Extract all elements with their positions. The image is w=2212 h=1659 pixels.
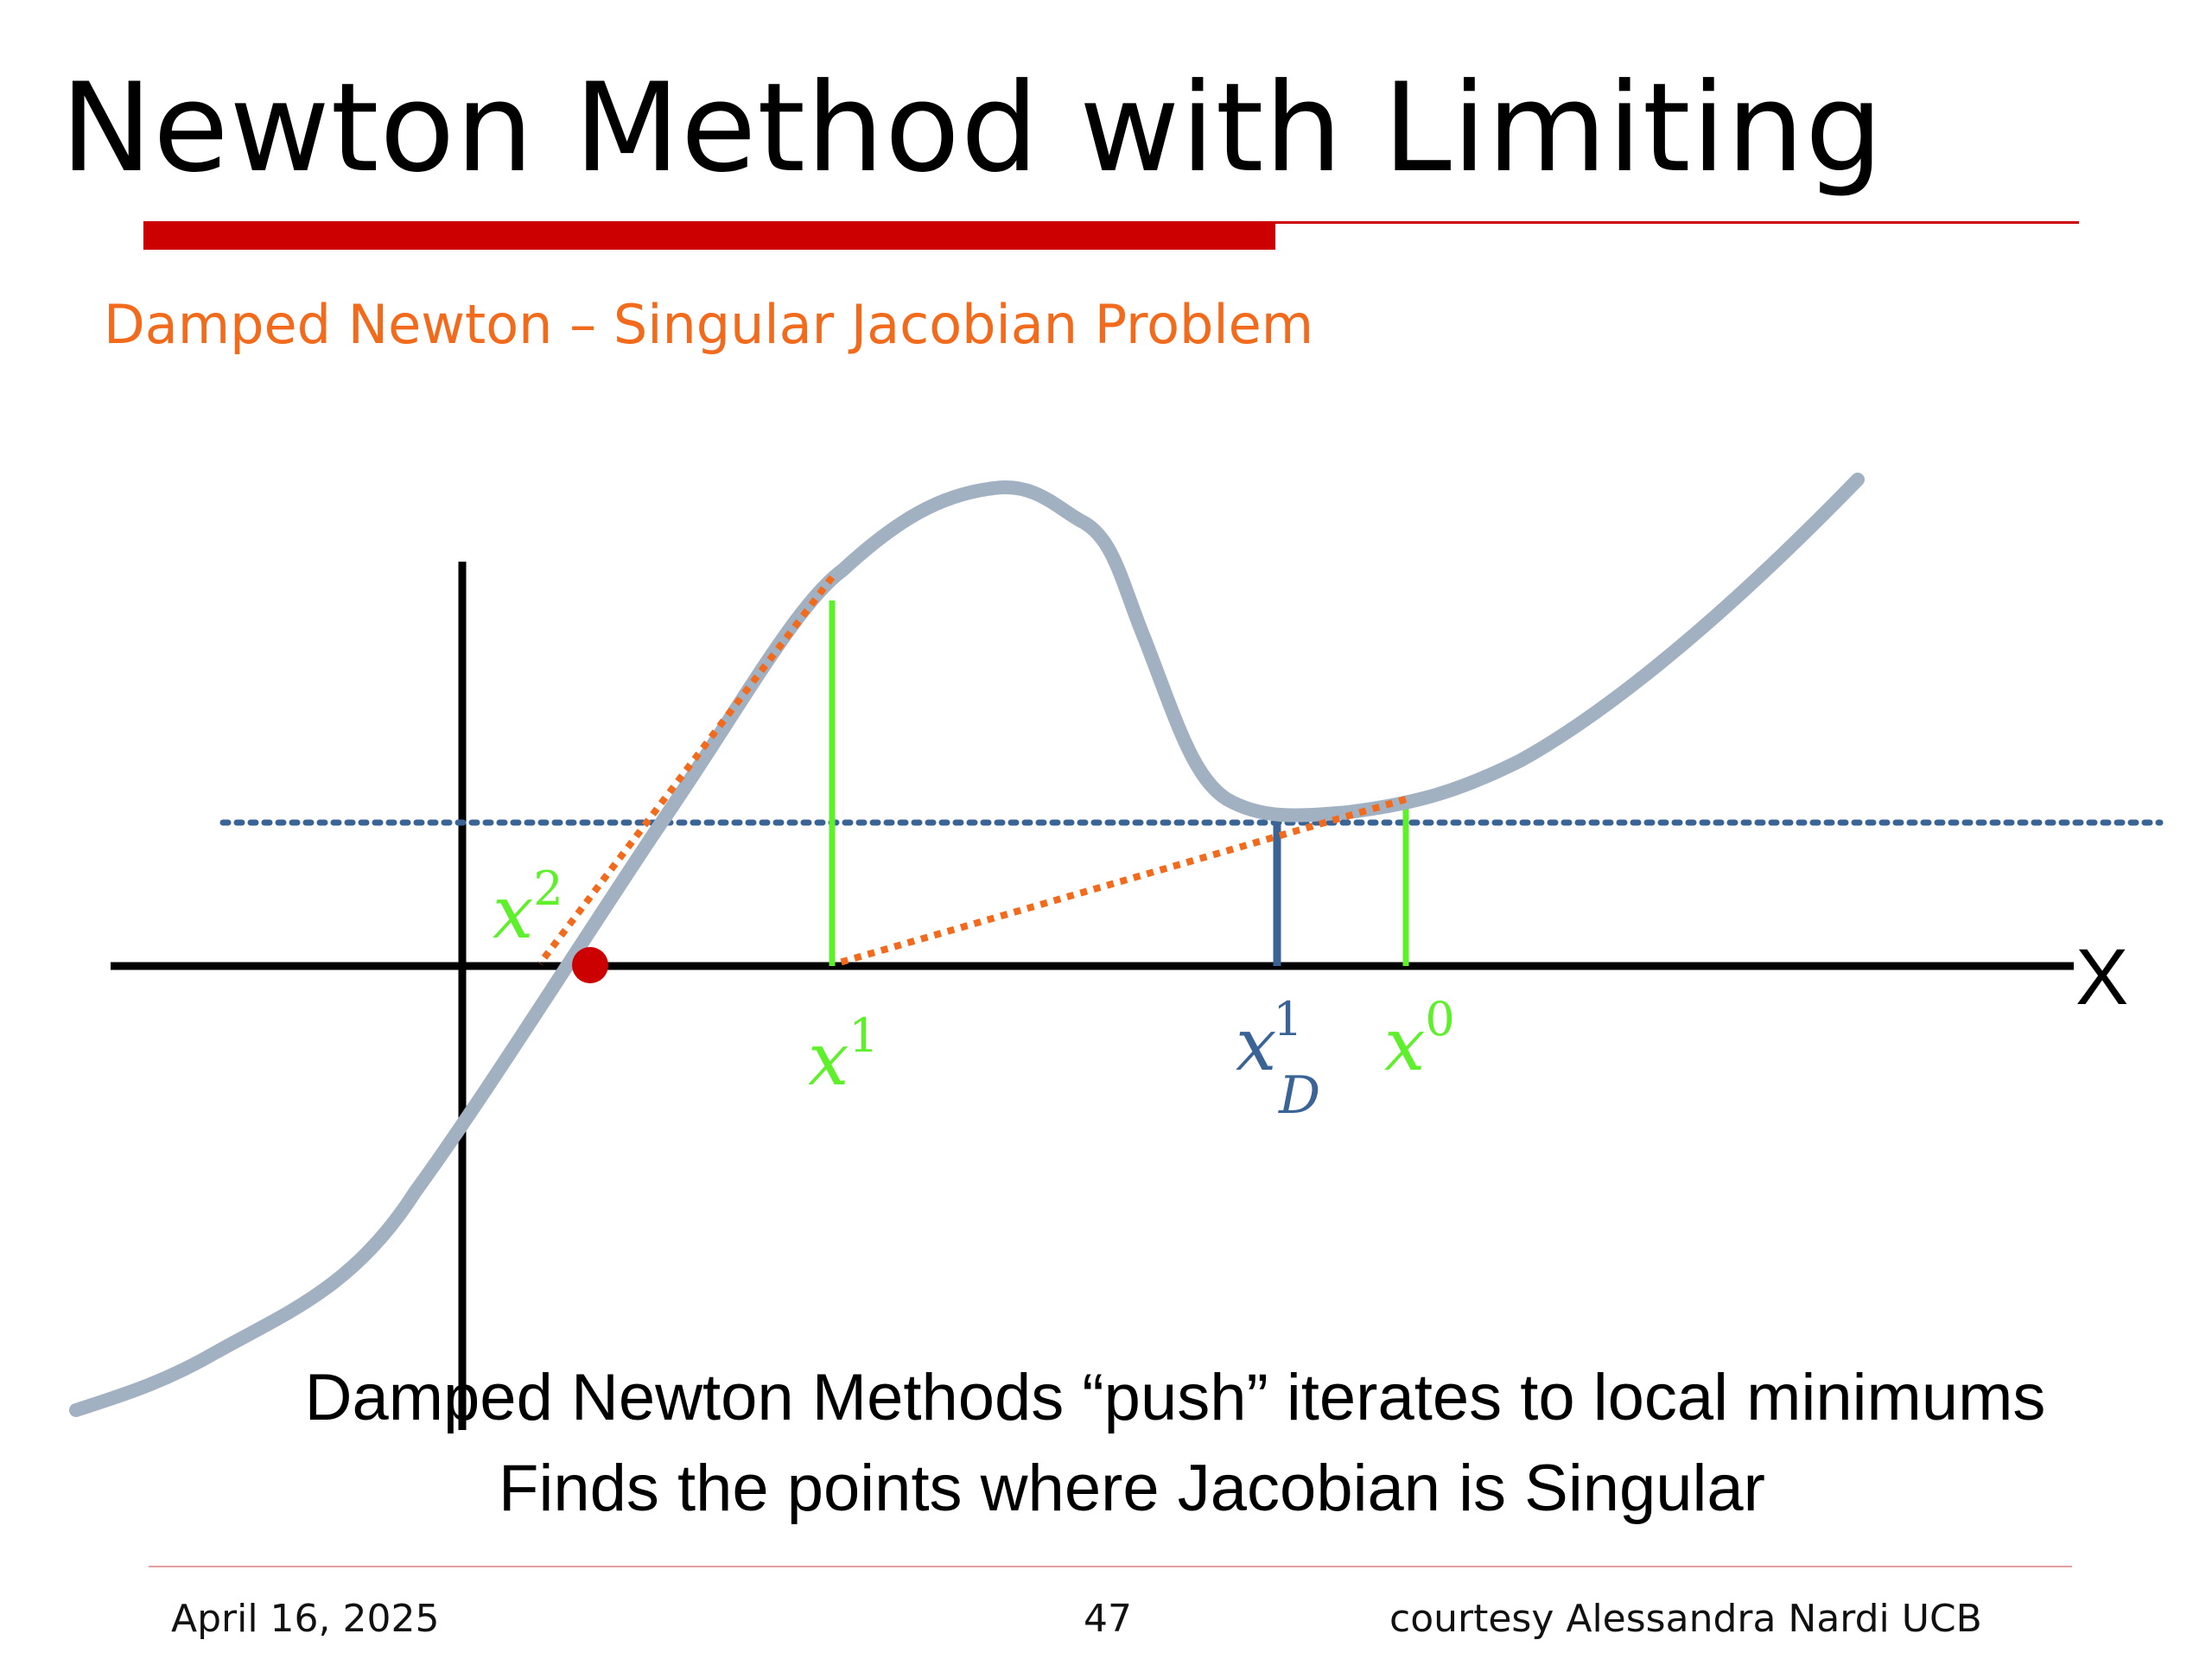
label-x1-sup: 1 — [849, 1008, 878, 1063]
footer-date: April 16, 2025 — [171, 1597, 440, 1641]
slide-subtitle: Damped Newton – Singular Jacobian Proble… — [104, 293, 1314, 356]
caption-line-1: Damped Newton Methods “push” iterates to… — [304, 1361, 2046, 1434]
label-x2: x2 — [493, 861, 563, 955]
label-x1-base: x — [808, 1017, 849, 1102]
label-xd1-sup: 1 — [1273, 992, 1302, 1046]
label-x2-sup: 2 — [533, 861, 563, 916]
footer-credit: courtesy Alessandra Nardi UCB — [1389, 1597, 1982, 1641]
x-axis-label: X — [2075, 933, 2128, 1021]
label-x0-base: x — [1384, 1002, 1425, 1087]
label-xd1: x1 D — [1236, 992, 1320, 1126]
footer-page-number: 47 — [1084, 1597, 1132, 1641]
label-x0: x0 — [1384, 992, 1455, 1087]
label-xd1-sub: D — [1278, 1065, 1320, 1126]
label-x2-base: x — [493, 870, 533, 955]
caption-line-2: Finds the points where Jacobian is Singu… — [499, 1452, 1765, 1525]
slide-title: Newton Method with Limiting — [60, 57, 1885, 200]
tangent-x1-to-x2 — [537, 575, 836, 966]
label-xd1-base: x — [1236, 1002, 1276, 1087]
root-dot — [572, 947, 608, 983]
title-bar — [143, 224, 1275, 250]
title-rule — [143, 221, 2079, 224]
label-x1: x1 — [808, 1008, 879, 1102]
label-x0-sup: 0 — [1425, 992, 1454, 1046]
function-curve — [69, 473, 1865, 1417]
footer-rule — [149, 1566, 2072, 1567]
tangent-x0-to-x1 — [835, 796, 1408, 967]
